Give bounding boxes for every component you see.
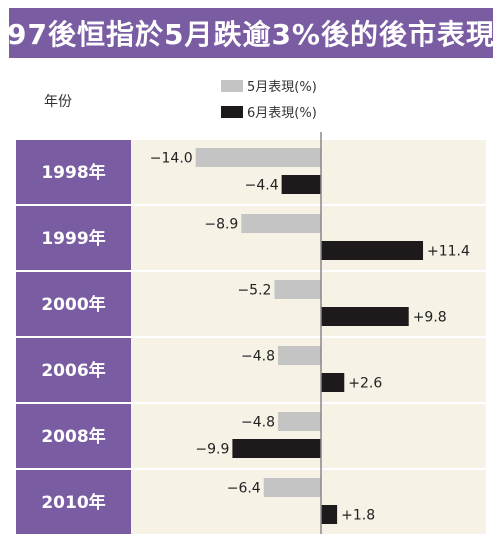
bar-may	[195, 148, 321, 167]
year-label: 2006年	[41, 360, 105, 381]
year-cell	[16, 404, 131, 468]
bar-may	[241, 214, 321, 233]
bar-june	[321, 373, 345, 392]
data-label: +11.4	[427, 244, 470, 260]
data-label: −14.0	[150, 151, 193, 167]
bar-may	[274, 280, 321, 299]
bar-june	[232, 439, 321, 458]
data-label: −6.4	[227, 481, 261, 497]
year-cell	[16, 140, 131, 204]
year-cell	[16, 338, 131, 402]
year-cell	[16, 470, 131, 534]
year-label: 1998年	[41, 162, 105, 183]
year-cell	[16, 272, 131, 336]
legend-june-label: 6月表現(%)	[247, 106, 317, 121]
year-label: 2000年	[41, 294, 105, 315]
data-label: −8.9	[204, 217, 238, 233]
year-column-header: 年份	[44, 94, 72, 110]
bar-june	[321, 505, 338, 524]
bar-may	[278, 412, 321, 431]
year-label: 2008年	[41, 426, 105, 447]
year-cell	[16, 206, 131, 270]
bar-may	[278, 346, 321, 365]
year-label: 1999年	[41, 228, 105, 249]
year-label: 2010年	[41, 492, 105, 513]
bar-june	[321, 241, 424, 260]
data-label: −4.8	[241, 415, 275, 431]
bar-june	[321, 307, 409, 326]
legend-may-swatch	[221, 80, 243, 92]
data-label: −5.2	[237, 283, 271, 299]
bar-may	[263, 478, 321, 497]
bar-june	[281, 175, 321, 194]
data-label: +2.6	[348, 376, 382, 392]
data-label: −4.8	[241, 349, 275, 365]
legend-may-label: 5月表現(%)	[247, 80, 317, 95]
data-label: +9.8	[413, 310, 447, 326]
data-label: −9.9	[195, 442, 229, 458]
legend-june-swatch	[221, 106, 243, 118]
data-label: +1.8	[341, 508, 375, 524]
data-label: −4.4	[245, 178, 279, 194]
chart-title: 97後恒指於5月跌逾3%後的後市表現	[7, 8, 494, 58]
